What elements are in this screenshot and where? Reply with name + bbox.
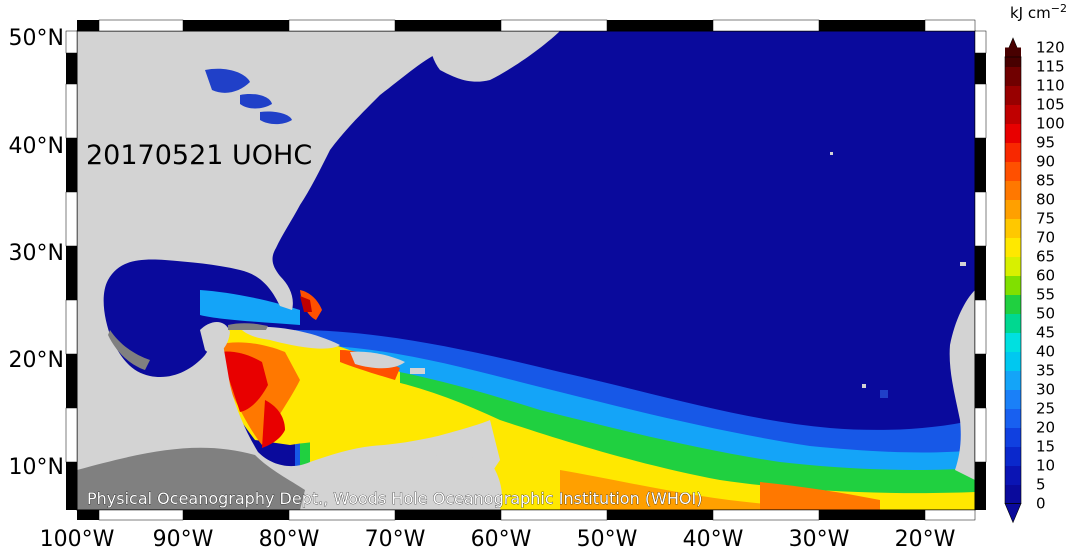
colorbar-tick-label: 30 (1036, 381, 1055, 399)
colorbar-outline (1004, 56, 1022, 504)
colorbar-tick-label: 80 (1036, 191, 1055, 209)
lon-tick-label: 50°W (577, 527, 638, 550)
colorbar-tick-label: 100 (1036, 115, 1065, 133)
colorbar-tick-label: 25 (1036, 400, 1055, 418)
colorbar-tick-label: 70 (1036, 229, 1055, 247)
lon-tick-label: 80°W (259, 527, 320, 550)
lon-tick-label: 20°W (895, 527, 956, 550)
colorbar-swatch (1005, 218, 1021, 238)
lon-tick-label: 40°W (683, 527, 744, 550)
lat-tick-label: 20°N (9, 348, 64, 373)
islands (830, 152, 966, 398)
colorbar-swatch (1005, 104, 1021, 124)
colorbar-tick-label: 85 (1036, 172, 1055, 190)
colorbar-swatch (1005, 408, 1021, 428)
colorbar-tick-label: 20 (1036, 419, 1055, 437)
lat-tick-label: 50°N (9, 26, 64, 51)
colorbar-tick-label: 50 (1036, 305, 1055, 323)
colorbar-swatch (1005, 351, 1021, 371)
lon-tick-label: 90°W (153, 527, 214, 550)
colorbar-swatch (1005, 332, 1021, 352)
colorbar-tick-label: 105 (1036, 96, 1065, 114)
colorbar-swatch (1005, 446, 1021, 466)
colorbar-tick-label: 120 (1036, 39, 1065, 57)
colorbar-swatch (1005, 66, 1021, 86)
colorbar-swatch (1005, 142, 1021, 162)
lat-tick-label: 30°N (9, 241, 64, 266)
colorbar-swatch (1005, 161, 1021, 181)
colorbar-min-triangle (1004, 503, 1022, 524)
colorbar: kJ cm−2 05101520253035404550556065707580… (1004, 2, 1067, 524)
colorbar-swatch (1005, 294, 1021, 314)
lat-tick-label: 10°N (9, 455, 64, 480)
colorbar-swatch (1005, 370, 1021, 390)
map-border-checks (65, 19, 987, 521)
colorbar-swatch (1005, 237, 1021, 257)
colorbar-tick-label: 90 (1036, 153, 1055, 171)
lat-tick-label: 40°N (9, 134, 64, 159)
lat-axis: 50°N 40°N 30°N 20°N 10°N (9, 26, 64, 480)
colorbar-tick-label: 65 (1036, 248, 1055, 266)
colorbar-swatch (1005, 313, 1021, 333)
colorbar-tick-label: 10 (1036, 457, 1055, 475)
colorbar-swatches (1004, 37, 1022, 524)
lon-tick-label: 70°W (365, 527, 426, 550)
colorbar-swatch (1005, 427, 1021, 447)
colorbar-tick-label: 0 (1036, 495, 1046, 513)
colorbar-swatch (1005, 465, 1021, 485)
colorbar-labels: 0510152025303540455055606570758085909510… (1036, 39, 1065, 513)
colorbar-swatch (1005, 484, 1021, 504)
colorbar-swatch (1005, 123, 1021, 143)
colorbar-swatch (1005, 85, 1021, 105)
colorbar-unit: kJ cm−2 (1010, 2, 1067, 22)
colorbar-swatch (1005, 180, 1021, 200)
colorbar-tick-label: 95 (1036, 134, 1055, 152)
colorbar-swatch (1005, 275, 1021, 295)
colorbar-swatch (1005, 256, 1021, 276)
colorbar-tick-label: 15 (1036, 438, 1055, 456)
credit-text: Physical Oceanography Dept., Woods Hole … (87, 489, 702, 508)
lon-tick-label: 60°W (471, 527, 532, 550)
colorbar-tick-label: 110 (1036, 77, 1065, 95)
map-plot-area (77, 31, 975, 510)
colorbar-tick-label: 115 (1036, 58, 1065, 76)
colorbar-swatch (1005, 199, 1021, 219)
colorbar-tick-label: 5 (1036, 476, 1046, 494)
colorbar-swatch (1005, 389, 1021, 409)
colorbar-tick-label: 60 (1036, 267, 1055, 285)
colorbar-tick-label: 75 (1036, 210, 1055, 228)
lon-tick-label: 100°W (40, 527, 115, 550)
land-masses (77, 31, 975, 510)
colorbar-tick-label: 35 (1036, 362, 1055, 380)
colorbar-tick-label: 45 (1036, 324, 1055, 342)
lon-axis: 100°W 90°W 80°W 70°W 60°W 50°W 40°W 30°W… (40, 527, 956, 550)
colorbar-unit-text: kJ cm (1010, 4, 1051, 22)
colorbar-tick-label: 55 (1036, 286, 1055, 304)
lon-tick-label: 30°W (789, 527, 850, 550)
colorbar-unit-exponent: −2 (1051, 2, 1067, 15)
map-title: 20170521 UOHC (86, 140, 312, 171)
colorbar-tick-label: 40 (1036, 343, 1055, 361)
